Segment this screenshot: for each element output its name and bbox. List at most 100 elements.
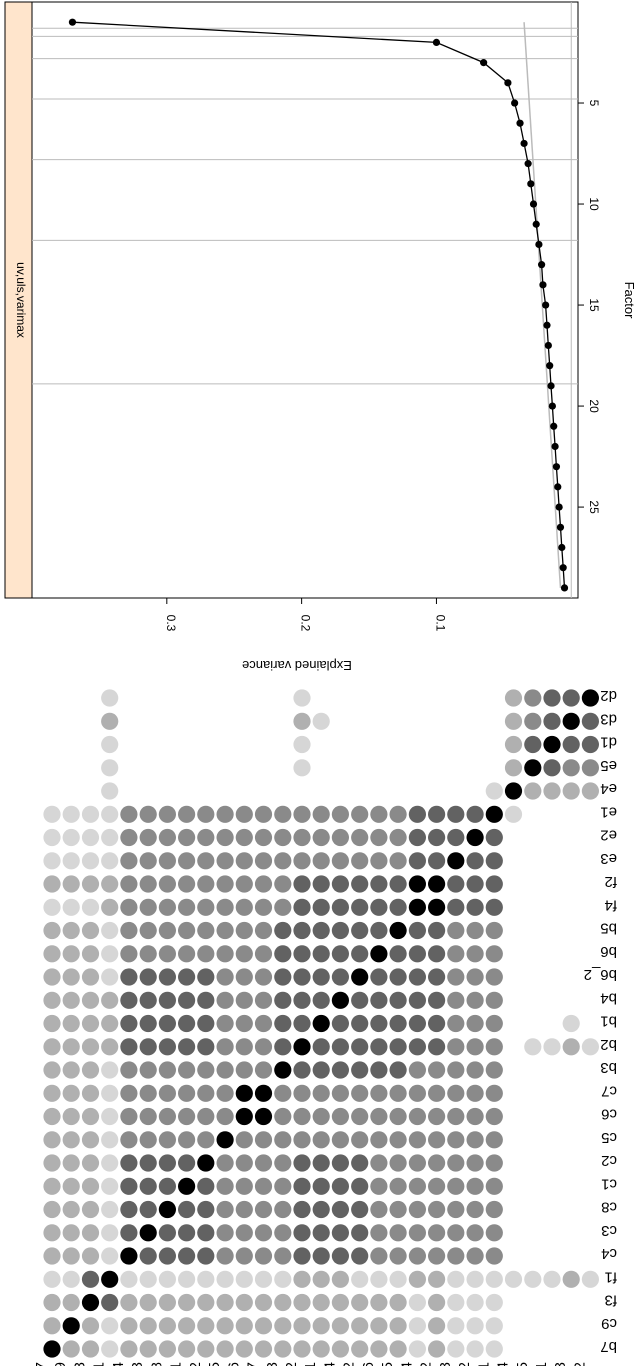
data-point bbox=[539, 281, 547, 289]
heatmap-dot bbox=[312, 1317, 330, 1335]
heatmap-dot bbox=[178, 1317, 196, 1335]
heatmap-dot bbox=[312, 1293, 330, 1312]
heatmap-dot bbox=[485, 991, 503, 1009]
heatmap-dot bbox=[351, 1317, 369, 1335]
heatmap-dot bbox=[351, 1131, 369, 1149]
heatmap-dot bbox=[351, 991, 369, 1009]
heatmap-dot bbox=[370, 1224, 388, 1242]
heatmap-dot bbox=[389, 898, 407, 916]
heatmap-dot bbox=[197, 1177, 215, 1195]
heatmap-dot bbox=[485, 782, 503, 800]
heatmap-dot bbox=[62, 1200, 80, 1219]
heatmap-dot bbox=[331, 1224, 349, 1242]
heatmap-dot bbox=[274, 1131, 292, 1149]
heatmap-dot bbox=[120, 1177, 138, 1195]
heatmap-dot bbox=[274, 968, 292, 986]
heatmap-dot bbox=[389, 1340, 407, 1358]
heatmap-dot bbox=[466, 898, 484, 916]
heatmap-dot bbox=[485, 1270, 503, 1288]
heatmap-dot bbox=[447, 805, 465, 823]
heatmap-dot bbox=[235, 1340, 253, 1358]
heatmap-dot bbox=[254, 1224, 273, 1242]
heatmap-column-label: b5 bbox=[600, 920, 617, 937]
heatmap-dot bbox=[485, 852, 503, 870]
heatmap-dot bbox=[504, 805, 523, 823]
heatmap-dot bbox=[351, 1293, 369, 1312]
heatmap-dot bbox=[370, 991, 388, 1009]
heatmap-dot bbox=[370, 1131, 388, 1149]
heatmap-dot bbox=[158, 1270, 176, 1288]
heatmap-dot bbox=[312, 1224, 330, 1242]
heatmap-dot bbox=[466, 1061, 484, 1079]
heatmap-dot bbox=[562, 735, 580, 754]
heatmap-dot bbox=[197, 1317, 215, 1335]
heatmap-dot bbox=[197, 898, 215, 916]
heatmap-dot bbox=[485, 1061, 503, 1079]
heatmap-dot bbox=[408, 875, 426, 893]
heatmap-dot bbox=[197, 921, 215, 940]
heatmap-dot bbox=[389, 945, 407, 963]
heatmap-dot bbox=[43, 1224, 61, 1242]
heatmap-dot bbox=[293, 1131, 311, 1149]
heatmap-dot bbox=[81, 1200, 100, 1219]
heatmap-dot bbox=[408, 805, 426, 823]
heatmap-dot bbox=[139, 1177, 157, 1195]
heatmap-dot bbox=[216, 968, 234, 986]
heatmap-dot bbox=[178, 852, 196, 870]
heatmap-dot bbox=[254, 1107, 273, 1126]
heatmap-dot bbox=[101, 1340, 119, 1358]
heatmap-dot bbox=[101, 712, 119, 730]
heatmap-dot bbox=[331, 1247, 349, 1265]
heatmap-dot bbox=[139, 1014, 157, 1033]
data-point bbox=[511, 99, 519, 107]
heatmap-column-label: b3 bbox=[600, 1059, 617, 1076]
heatmap-dot bbox=[43, 1177, 61, 1195]
heatmap-dot bbox=[43, 1084, 61, 1102]
heatmap-dot bbox=[351, 968, 369, 986]
heatmap-dot bbox=[293, 1107, 311, 1126]
heatmap-dot bbox=[293, 1154, 311, 1172]
heatmap-dot bbox=[120, 991, 138, 1009]
data-point bbox=[547, 382, 555, 390]
heatmap-row-label: c2 bbox=[187, 1362, 204, 1366]
heatmap-dot bbox=[62, 1340, 80, 1358]
heatmap-dot bbox=[447, 828, 465, 847]
heatmap-dot bbox=[120, 852, 138, 870]
heatmap-dot bbox=[274, 1340, 292, 1358]
heatmap-dot bbox=[197, 1014, 215, 1033]
heatmap-dot bbox=[274, 875, 292, 893]
heatmap-dot bbox=[101, 875, 119, 893]
heatmap-dot bbox=[370, 1084, 388, 1102]
heatmap-dot bbox=[466, 1340, 484, 1358]
heatmap-dot bbox=[485, 1038, 503, 1056]
heatmap-dot bbox=[274, 1200, 292, 1219]
heatmap-dot bbox=[139, 1340, 157, 1358]
heatmap-dot bbox=[312, 968, 330, 986]
heatmap-dot bbox=[293, 1084, 311, 1102]
heatmap-dot bbox=[485, 1340, 503, 1358]
heatmap-dot bbox=[428, 1270, 446, 1288]
data-point bbox=[516, 119, 524, 127]
heatmap-dot bbox=[62, 875, 80, 893]
heatmap-dot bbox=[389, 1224, 407, 1242]
heatmap-dot bbox=[562, 1014, 580, 1033]
heatmap-row-label: f1 bbox=[91, 1362, 108, 1366]
data-point bbox=[559, 564, 567, 572]
heatmap-dot bbox=[81, 1293, 100, 1312]
heatmap-dot bbox=[447, 1270, 465, 1288]
heatmap-dot bbox=[274, 945, 292, 963]
heatmap-dot bbox=[139, 1200, 157, 1219]
heatmap-dot bbox=[101, 945, 119, 963]
heatmap-dot bbox=[312, 805, 330, 823]
heatmap-dot bbox=[351, 1177, 369, 1195]
heatmap-dot bbox=[101, 852, 119, 870]
series-explained-variance bbox=[68, 18, 569, 592]
heatmap-dot bbox=[428, 1224, 446, 1242]
heatmap-dot bbox=[466, 1084, 484, 1102]
heatmap-dot bbox=[389, 805, 407, 823]
heatmap-dot bbox=[139, 1293, 157, 1312]
heatmap-dot bbox=[120, 1247, 138, 1265]
heatmap-column-label: f1 bbox=[604, 1268, 617, 1285]
heatmap-dot bbox=[235, 1084, 253, 1102]
heatmap-dot bbox=[466, 1270, 484, 1288]
